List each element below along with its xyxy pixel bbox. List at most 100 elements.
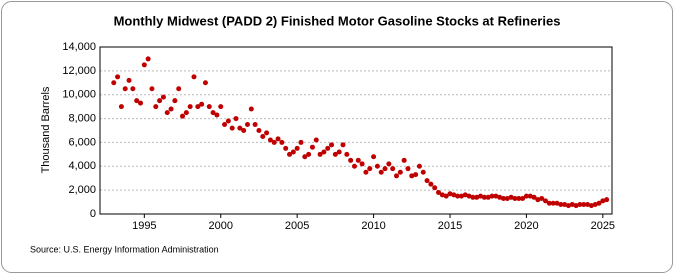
point bbox=[432, 185, 438, 191]
point bbox=[164, 110, 170, 116]
point bbox=[416, 163, 422, 169]
source: Source: U.S. Energy Information Administ… bbox=[30, 244, 219, 254]
point bbox=[248, 106, 254, 112]
point bbox=[214, 112, 220, 118]
point bbox=[539, 195, 545, 201]
y-axis-label: Thousand Barrels bbox=[40, 86, 52, 173]
point bbox=[344, 151, 350, 157]
point bbox=[588, 203, 594, 209]
y-tick-label: 14,000 bbox=[62, 41, 96, 53]
point bbox=[118, 104, 124, 110]
point bbox=[439, 192, 445, 198]
point bbox=[466, 193, 472, 199]
point bbox=[531, 194, 537, 200]
point bbox=[569, 201, 575, 207]
point bbox=[585, 201, 591, 207]
point bbox=[390, 166, 396, 172]
y-tick-label: 10,000 bbox=[62, 89, 96, 101]
point bbox=[264, 130, 270, 136]
point bbox=[359, 161, 365, 167]
point bbox=[225, 118, 231, 124]
point bbox=[386, 161, 392, 167]
point bbox=[470, 194, 476, 200]
point bbox=[183, 110, 189, 116]
point bbox=[149, 86, 155, 92]
point bbox=[210, 110, 216, 116]
point bbox=[252, 122, 258, 128]
point bbox=[535, 197, 541, 203]
point bbox=[573, 203, 579, 209]
y-tick-label: 0 bbox=[90, 208, 96, 220]
point bbox=[363, 169, 369, 175]
point bbox=[604, 197, 610, 203]
point bbox=[271, 139, 277, 145]
point bbox=[294, 145, 300, 151]
point bbox=[485, 194, 491, 200]
point bbox=[267, 137, 273, 143]
point bbox=[405, 166, 411, 172]
point bbox=[371, 154, 377, 160]
point bbox=[191, 74, 197, 80]
point bbox=[145, 56, 151, 62]
point bbox=[355, 157, 361, 163]
y-tick-label: 4,000 bbox=[68, 160, 96, 172]
point bbox=[401, 157, 407, 163]
point bbox=[581, 201, 587, 207]
x-tick-label: 2005 bbox=[285, 220, 309, 232]
point bbox=[244, 122, 250, 128]
point bbox=[317, 151, 323, 157]
point bbox=[290, 149, 296, 155]
point bbox=[397, 169, 403, 175]
point bbox=[126, 77, 132, 83]
point bbox=[122, 86, 128, 92]
point bbox=[115, 74, 121, 80]
point bbox=[523, 193, 529, 199]
x-tick-label: 1995 bbox=[132, 220, 156, 232]
point bbox=[153, 104, 159, 110]
point bbox=[218, 104, 224, 110]
x-tick-label: 2025 bbox=[591, 220, 615, 232]
point bbox=[436, 190, 442, 196]
point bbox=[543, 198, 549, 204]
point bbox=[394, 173, 400, 179]
point bbox=[275, 136, 281, 142]
point bbox=[546, 200, 552, 206]
point bbox=[451, 192, 457, 198]
point bbox=[279, 139, 285, 145]
point bbox=[172, 98, 178, 104]
y-tick-label: 12,000 bbox=[62, 65, 96, 77]
point bbox=[130, 86, 136, 92]
x-tick-label: 2020 bbox=[514, 220, 538, 232]
point bbox=[134, 98, 140, 104]
x-tick-label: 2015 bbox=[438, 220, 462, 232]
plot-area bbox=[99, 46, 613, 215]
point bbox=[489, 193, 495, 199]
point bbox=[558, 201, 564, 207]
point bbox=[313, 137, 319, 143]
point bbox=[160, 94, 166, 100]
point bbox=[241, 128, 247, 133]
point bbox=[378, 169, 384, 175]
point bbox=[229, 125, 235, 131]
chart-title: Monthly Midwest (PADD 2) Finished Motor … bbox=[114, 13, 561, 28]
point bbox=[481, 194, 487, 200]
point bbox=[462, 192, 468, 198]
point bbox=[554, 200, 560, 206]
point bbox=[565, 203, 571, 209]
point bbox=[298, 139, 304, 145]
point bbox=[493, 193, 499, 199]
point bbox=[340, 142, 346, 148]
point bbox=[306, 151, 312, 157]
point bbox=[508, 194, 514, 200]
point bbox=[302, 154, 308, 160]
point bbox=[458, 193, 464, 199]
point bbox=[478, 193, 484, 199]
point bbox=[348, 157, 354, 163]
point bbox=[325, 145, 331, 151]
point bbox=[283, 145, 289, 151]
point bbox=[497, 194, 503, 200]
y-tick-label: 6,000 bbox=[68, 136, 96, 148]
point bbox=[199, 101, 205, 107]
x-tick-label: 2010 bbox=[361, 220, 385, 232]
